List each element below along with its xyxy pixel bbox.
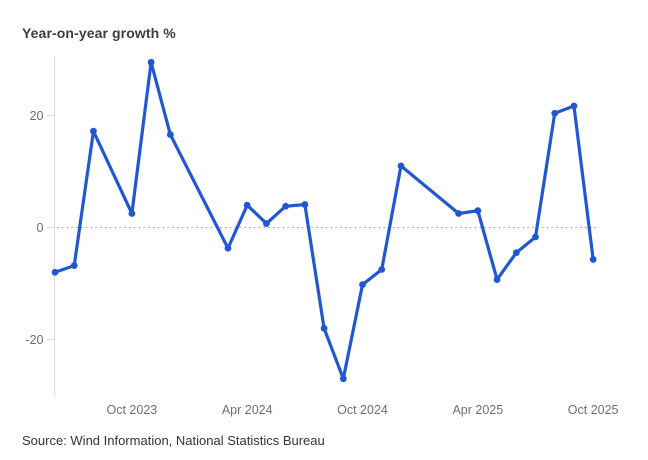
data-point <box>339 375 347 383</box>
data-point <box>51 268 59 276</box>
data-point <box>551 109 559 117</box>
chart-source-note: Source: Wind Information, National Stati… <box>22 433 325 448</box>
data-point <box>301 201 309 208</box>
data-point <box>359 281 366 289</box>
data-point <box>224 244 232 252</box>
data-point <box>474 207 482 215</box>
y-tick-label: 0 <box>37 221 44 235</box>
data-point <box>243 201 251 209</box>
x-tick-label: Apr 2024 <box>222 403 273 417</box>
x-tick-label: Oct 2023 <box>107 403 158 417</box>
data-point <box>90 127 97 135</box>
data-point <box>455 210 463 217</box>
data-point <box>570 102 578 110</box>
data-point <box>147 58 155 66</box>
y-tick-label: -20 <box>25 333 43 347</box>
data-point <box>166 131 174 138</box>
data-point <box>378 266 386 273</box>
y-tick-label: 20 <box>30 109 44 123</box>
data-point <box>397 162 405 170</box>
data-point <box>532 233 539 241</box>
data-point <box>128 210 136 217</box>
data-line <box>53 60 595 381</box>
x-tick-label: Oct 2024 <box>337 403 388 417</box>
x-tick-label: Oct 2025 <box>568 403 619 417</box>
chart-title: Year-on-year growth % <box>22 25 176 41</box>
data-point <box>263 220 270 227</box>
data-point <box>512 249 520 257</box>
data-point <box>589 256 597 263</box>
data-point <box>493 276 501 283</box>
data-point <box>320 324 328 332</box>
data-point <box>282 202 290 210</box>
x-tick-label: Apr 2025 <box>452 403 503 417</box>
data-point <box>70 262 78 269</box>
